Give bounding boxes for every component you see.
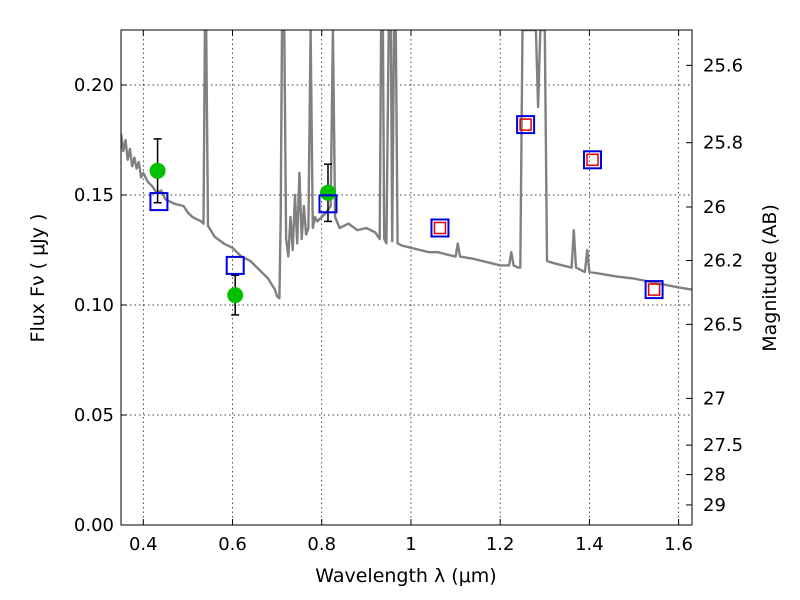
data-layer <box>121 30 692 300</box>
right-tick-label: 26 <box>703 197 726 218</box>
y-axis-label: Flux Fν ( μJy ) <box>27 214 49 343</box>
model-flux-square <box>225 255 245 275</box>
right-tick-label: 28 <box>703 465 726 486</box>
y-tick-label: 0.15 <box>74 185 114 206</box>
right-axis-label: Magnitude (AB) <box>759 204 781 352</box>
observed-flux-point <box>319 184 336 201</box>
x-tick-label: 1.4 <box>575 534 604 555</box>
right-tick-label: 27.5 <box>703 435 743 456</box>
axes: 0.4 0.6 0.8 1 1.2 1.4 1.6 0.00 0.05 0.10 0.15 0.20 2… <box>74 30 743 555</box>
marker-layer <box>149 115 664 316</box>
observed-flux-point <box>149 162 166 179</box>
x-axis-label: Wavelength λ (μm) <box>315 565 496 587</box>
upper-flux-square <box>586 153 599 167</box>
model-spectrum-line <box>121 30 692 300</box>
model-flux-square <box>583 150 603 170</box>
plot-frame <box>120 29 693 526</box>
plot-background <box>121 30 692 525</box>
upper-flux-square <box>519 118 532 131</box>
x-tick-label: 1.6 <box>664 534 693 555</box>
model-flux-square <box>516 115 536 135</box>
right-tick-label: 27 <box>703 388 726 409</box>
right-tick-label: 25.6 <box>703 55 743 76</box>
x-tick-label: 1 <box>405 534 416 555</box>
right-tick-label: 25.8 <box>703 133 743 154</box>
x-tick-label: 0.4 <box>129 534 158 555</box>
x-tick-label: 0.6 <box>218 534 247 555</box>
y-tick-label: 0.00 <box>74 515 114 536</box>
x-tick-label: 0.8 <box>307 534 336 555</box>
model-flux-square <box>644 280 664 300</box>
right-tick-label: 29 <box>703 495 726 516</box>
upper-flux-square <box>433 221 447 235</box>
y-tick-label: 0.10 <box>74 295 114 316</box>
observed-flux-point <box>227 287 244 304</box>
right-tick-label: 26.2 <box>703 251 743 272</box>
upper-flux-square <box>647 283 661 296</box>
model-flux-square <box>149 192 169 212</box>
right-tick-label: 26.5 <box>703 314 743 335</box>
y-tick-label: 0.05 <box>74 405 114 426</box>
model-flux-square <box>318 194 338 214</box>
y-tick-label: 0.20 <box>74 75 114 96</box>
x-tick-label: 1.2 <box>486 534 515 555</box>
model-flux-square <box>430 218 450 238</box>
